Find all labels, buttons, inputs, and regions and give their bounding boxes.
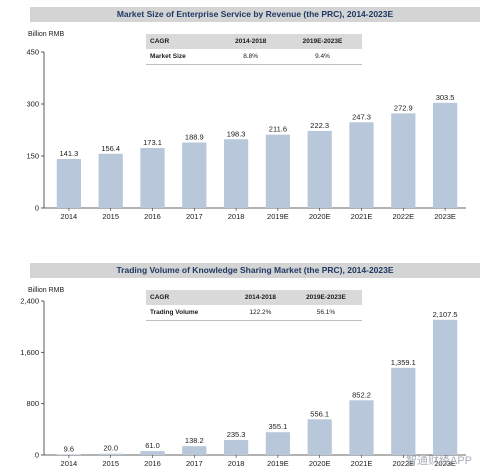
cagr-header-period-2: 2019E-2023E (283, 34, 362, 49)
data-label: 141.3 (60, 149, 79, 158)
x-tick-label: 2018 (228, 212, 245, 221)
x-tick-label: 2020E (309, 459, 331, 468)
bar (98, 153, 123, 208)
data-label: 188.9 (185, 133, 204, 142)
bar (223, 439, 249, 455)
bar (265, 134, 291, 208)
x-tick-label: 2023E (434, 459, 456, 468)
bar (391, 113, 416, 208)
cagr-table: CAGR 2014-2018 2019E-2023E Trading Volum… (146, 290, 362, 321)
x-tick-label: 2021E (351, 459, 373, 468)
x-tick-label: 2019E (267, 212, 289, 221)
bar (223, 139, 249, 208)
y-tick-label: 0 (35, 451, 39, 460)
bar (182, 446, 207, 455)
bar (307, 419, 332, 455)
data-label: 247.3 (352, 112, 371, 121)
enterprise-service-bar-chart: 0 150 300 450 141.3 2014 156.4 2015 173.1 2016 188… (26, 48, 466, 221)
x-tick-label: 2017 (186, 212, 203, 221)
cagr-header-label: CAGR (146, 34, 219, 49)
y-tick-label: 450 (26, 48, 39, 57)
cagr-value-period-2: 9.4% (283, 49, 362, 65)
x-tick-label: 2015 (102, 212, 119, 221)
x-tick-label: 2017 (186, 459, 203, 468)
x-tick-label: 2023E (434, 212, 456, 221)
data-label: 173.1 (143, 138, 162, 147)
cagr-row-label: Market Size (146, 49, 219, 65)
data-label: 235.3 (227, 430, 246, 439)
cagr-value-period-2: 56.1% (289, 305, 362, 321)
data-label: 1,359.1 (391, 358, 416, 367)
data-label: 556.1 (310, 409, 329, 418)
cagr-header-period-2: 2019E-2023E (289, 290, 362, 305)
data-label: 2,107.5 (433, 310, 458, 319)
bar (56, 159, 82, 208)
data-label: 355.1 (269, 422, 288, 431)
cagr-value-period-1: 8.8% (218, 49, 283, 65)
unit-label: Billion RMB (28, 31, 65, 38)
x-tick-label: 2022E (392, 459, 414, 468)
bar (432, 319, 458, 455)
bar (140, 147, 165, 208)
knowledge-sharing-panel: Trading Volume of Knowledge Sharing Mark… (0, 256, 484, 474)
x-tick-label: 2021E (351, 212, 373, 221)
data-label: 272.9 (394, 103, 413, 112)
knowledge-sharing-bar-chart: 0 800 1,600 2,400 9.6 2014 20.0 2015 61.0 2016 138… (20, 297, 466, 468)
bar (349, 400, 374, 455)
data-label: 156.4 (101, 144, 120, 153)
bar (391, 367, 416, 455)
x-tick-label: 2014 (61, 212, 78, 221)
bar (140, 451, 165, 455)
cagr-header-period-1: 2014-2018 (218, 34, 283, 49)
data-label: 303.5 (436, 93, 455, 102)
cagr-value-period-1: 122.2% (230, 305, 290, 321)
data-label: 9.6 (64, 444, 74, 453)
bar (307, 130, 332, 208)
x-tick-label: 2016 (144, 459, 161, 468)
x-tick-label: 2018 (228, 459, 245, 468)
y-tick-label: 1,600 (20, 348, 39, 357)
x-tick-label: 2020E (309, 212, 331, 221)
data-label: 198.3 (227, 129, 246, 138)
bar (432, 102, 458, 208)
y-tick-label: 300 (26, 100, 39, 109)
bar (349, 122, 374, 208)
x-tick-label: 2015 (102, 459, 119, 468)
data-label: 20.0 (103, 444, 118, 453)
x-tick-label: 2022E (392, 212, 414, 221)
y-tick-label: 0 (35, 204, 39, 213)
y-tick-label: 150 (26, 152, 39, 161)
enterprise-service-panel: Market Size of Enterprise Service by Rev… (0, 0, 484, 228)
data-label: 138.2 (185, 436, 204, 445)
data-label: 61.0 (145, 441, 160, 450)
bar (182, 142, 207, 208)
x-tick-label: 2016 (144, 212, 161, 221)
y-tick-label: 2,400 (20, 297, 39, 306)
unit-label: Billion RMB (28, 287, 65, 294)
bar (98, 453, 123, 455)
bar (265, 432, 291, 455)
y-tick-label: 800 (26, 399, 39, 408)
cagr-header-label: CAGR (146, 290, 231, 305)
data-label: 852.2 (352, 390, 371, 399)
x-tick-label: 2014 (61, 459, 78, 468)
x-tick-label: 2019E (267, 459, 289, 468)
chart-title: Market Size of Enterprise Service by Rev… (30, 7, 480, 22)
cagr-header-period-1: 2014-2018 (230, 290, 290, 305)
cagr-table: CAGR 2014-2018 2019E-2023E Market Size 8… (146, 34, 362, 65)
data-label: 211.6 (269, 125, 287, 134)
watermark-logo: 智通财经APP (405, 455, 472, 467)
cagr-row-label: Trading Volume (146, 305, 231, 321)
data-label: 222.3 (310, 121, 329, 130)
bar (56, 454, 82, 455)
chart-title: Trading Volume of Knowledge Sharing Mark… (30, 263, 480, 278)
